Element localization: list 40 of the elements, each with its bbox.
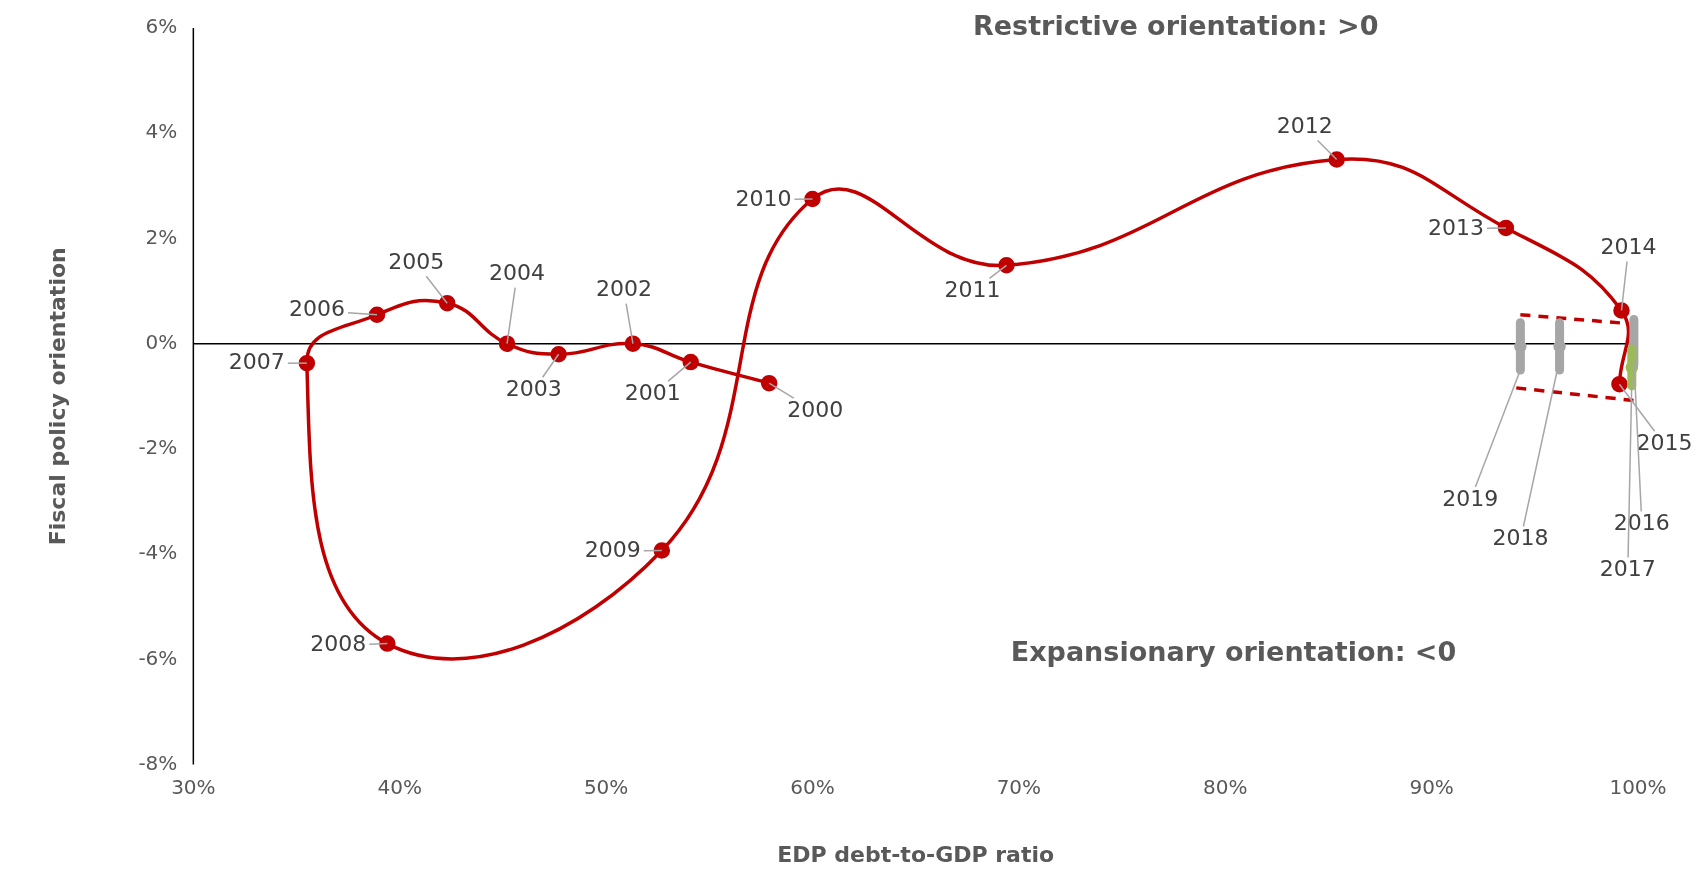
annotation: 2011: [944, 277, 1001, 303]
annotation: 2015: [1636, 429, 1693, 455]
annotation: 2001: [624, 379, 681, 405]
annotation: 2014: [1600, 234, 1657, 260]
y-tick-label: -8%: [138, 750, 178, 775]
annotation: Restrictive orientation: >0: [972, 10, 1379, 42]
annotation: 2019: [1442, 485, 1499, 511]
annotation: 2007: [228, 348, 285, 374]
annotation: Expansionary orientation: <0: [1010, 636, 1457, 668]
y-tick-label: 0%: [145, 329, 178, 354]
x-tick-label: 90%: [1409, 774, 1454, 799]
y-tick-label: 6%: [145, 14, 178, 39]
annotation: 2008: [310, 631, 367, 657]
y-axis-title: Fiscal policy orientation: [44, 247, 70, 546]
annotation: 2002: [595, 276, 652, 302]
y-tick-label: -6%: [138, 645, 178, 670]
x-tick-label: 30%: [171, 774, 216, 799]
x-axis-title: EDP debt-to-GDP ratio: [777, 841, 1055, 867]
annotation: 2006: [289, 296, 346, 322]
x-tick-label: 50%: [583, 774, 629, 799]
x-tick-label: 70%: [996, 774, 1042, 799]
annotation: 2003: [505, 375, 562, 401]
y-tick-label: -2%: [138, 435, 178, 460]
annotation: 2017: [1599, 556, 1656, 582]
annotation: 2018: [1492, 525, 1549, 551]
x-tick-label: 80%: [1203, 774, 1248, 799]
annotation: 2012: [1276, 113, 1333, 139]
annotation: 2009: [584, 537, 641, 563]
x-tick-label: 100%: [1609, 774, 1667, 799]
y-tick-label: -4%: [138, 540, 178, 565]
annotation: 2013: [1427, 214, 1484, 240]
y-tick-label: 2%: [145, 224, 178, 249]
annotation: 2000: [787, 396, 844, 422]
annotation: 2010: [735, 185, 792, 211]
x-tick-label: 40%: [377, 774, 422, 799]
annotation: 2016: [1613, 510, 1670, 536]
annotation: 2005: [388, 248, 445, 274]
annotation: 2004: [489, 260, 546, 286]
x-tick-label: 60%: [790, 774, 835, 799]
y-tick-label: 4%: [145, 119, 178, 144]
